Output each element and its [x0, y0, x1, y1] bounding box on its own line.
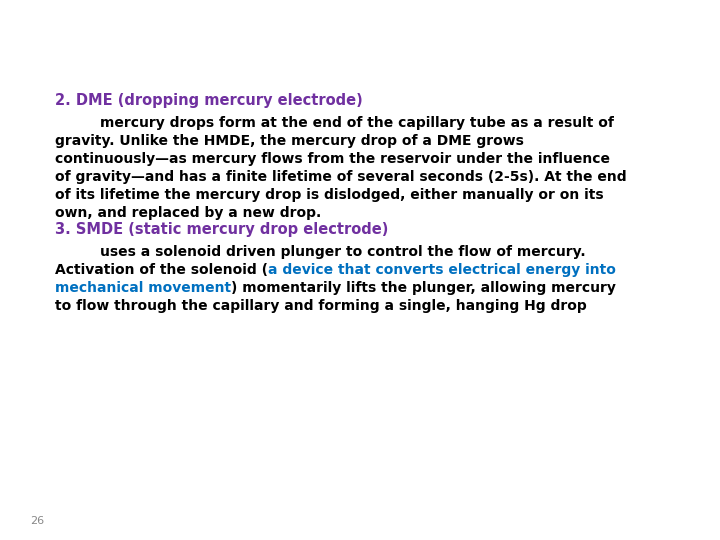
Text: mercury drops form at the end of the capillary tube as a result of: mercury drops form at the end of the cap…	[100, 116, 614, 130]
Text: a device that converts electrical energy into: a device that converts electrical energy…	[268, 263, 616, 277]
Text: continuously—as mercury flows from the reservoir under the influence: continuously—as mercury flows from the r…	[55, 152, 610, 166]
Text: Activation of the solenoid (: Activation of the solenoid (	[55, 263, 268, 277]
Text: 3. SMDE (static mercury drop electrode): 3. SMDE (static mercury drop electrode)	[55, 222, 388, 237]
Text: mechanical movement: mechanical movement	[55, 281, 231, 295]
Text: of gravity—and has a finite lifetime of several seconds (2-5s). At the end: of gravity—and has a finite lifetime of …	[55, 170, 626, 184]
Text: of its lifetime the mercury drop is dislodged, either manually or on its: of its lifetime the mercury drop is disl…	[55, 188, 603, 202]
Text: gravity. Unlike the HMDE, the mercury drop of a DME grows: gravity. Unlike the HMDE, the mercury dr…	[55, 134, 524, 148]
Text: 26: 26	[30, 516, 44, 526]
Text: uses a solenoid driven plunger to control the flow of mercury.: uses a solenoid driven plunger to contro…	[100, 245, 585, 259]
Text: 2. DME (dropping mercury electrode): 2. DME (dropping mercury electrode)	[55, 93, 363, 108]
Text: ) momentarily lifts the plunger, allowing mercury: ) momentarily lifts the plunger, allowin…	[231, 281, 616, 295]
Text: own, and replaced by a new drop.: own, and replaced by a new drop.	[55, 206, 321, 220]
Text: to flow through the capillary and forming a single, hanging Hg drop: to flow through the capillary and formin…	[55, 299, 587, 313]
